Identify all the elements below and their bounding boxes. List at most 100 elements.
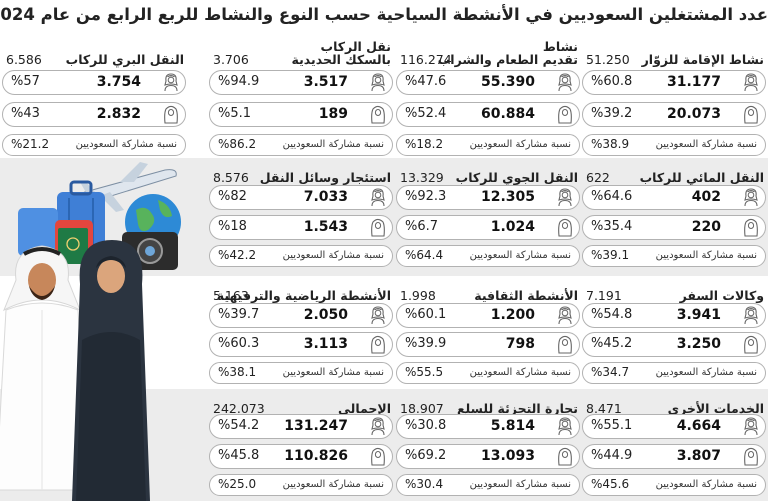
male-count: 4.664 (676, 418, 721, 434)
male-percent: %54.2 (218, 418, 260, 433)
female-row: 189 %5.1 (209, 102, 393, 127)
share-row: نسبة مشاركة السعوديين %18.2 (396, 134, 580, 156)
share-percent: %64.4 (405, 248, 444, 262)
activity-total: 18.907 (400, 401, 444, 416)
activity-total: 242.073 (213, 401, 265, 416)
female-count: 3.807 (676, 448, 721, 464)
male-row: 7.033 %82 (209, 185, 393, 210)
saudi-man-icon (368, 416, 388, 436)
activity-name: النقل الجوي للركاب (455, 170, 578, 185)
male-count: 2.050 (303, 307, 348, 323)
activity-total: 6.586 (6, 52, 42, 67)
male-row: 1.200 %60.1 (396, 303, 580, 328)
activity-header: الخدمات الأخرى 8.471 (582, 389, 766, 417)
share-label: نسبة مشاركة السعوديين (469, 250, 571, 261)
share-row: نسبة مشاركة السعوديين %38.1 (209, 362, 393, 384)
male-percent: %92.3 (405, 189, 447, 204)
activity-header: تجارة التجزئة للسلع 18.907 (396, 389, 580, 417)
female-percent: %39.2 (591, 106, 633, 121)
share-percent: %42.2 (218, 248, 257, 262)
male-row: 5.814 %30.8 (396, 414, 580, 439)
female-percent: %39.9 (405, 336, 447, 351)
male-count: 131.247 (284, 418, 348, 434)
male-percent: %30.8 (405, 418, 447, 433)
male-percent: %54.8 (591, 307, 633, 322)
share-percent: %18.2 (405, 137, 444, 151)
saudi-woman-icon (555, 104, 575, 124)
activity-header: النقل المائي للركاب 622 (582, 158, 766, 186)
share-row: نسبة مشاركة السعوديين %86.2 (209, 134, 393, 156)
saudi-man-icon (161, 72, 181, 92)
share-row: نسبة مشاركة السعوديين %55.5 (396, 362, 580, 384)
share-percent: %45.6 (591, 477, 630, 491)
activity-header: نشاط تقديم الطعام والشراب 116.274 (396, 40, 580, 68)
share-label: نسبة مشاركة السعوديين (282, 250, 384, 261)
female-percent: %35.4 (591, 219, 633, 234)
activity-header: وكالات السفر 7.191 (582, 276, 766, 304)
male-row: 3.754 %57 (2, 70, 186, 95)
share-row: نسبة مشاركة السعوديين %64.4 (396, 245, 580, 267)
share-row: نسبة مشاركة السعوديين %34.7 (582, 362, 766, 384)
female-percent: %43 (11, 106, 40, 121)
share-percent: %21.2 (11, 137, 50, 151)
female-row: 60.884 %52.4 (396, 102, 580, 127)
male-count: 1.200 (490, 307, 535, 323)
saudi-man-illustration (0, 245, 89, 491)
saudi-man-icon (555, 72, 575, 92)
male-count: 5.814 (490, 418, 535, 434)
male-percent: %82 (218, 189, 247, 204)
share-row: نسبة مشاركة السعوديين %45.6 (582, 474, 766, 496)
female-count: 20.073 (666, 106, 721, 122)
share-percent: %38.9 (591, 137, 630, 151)
activity-total: 8.576 (213, 170, 249, 185)
female-row: 2.832 %43 (2, 102, 186, 127)
share-label: نسبة مشاركة السعوديين (469, 479, 571, 490)
share-label: نسبة مشاركة السعوديين (655, 479, 757, 490)
female-row: 3.807 %44.9 (582, 444, 766, 469)
saudi-man-icon (555, 305, 575, 325)
saudi-woman-icon (161, 104, 181, 124)
activity-name: الخدمات الأخرى (667, 401, 764, 416)
male-count: 3.941 (676, 307, 721, 323)
female-percent: %60.3 (218, 336, 260, 351)
activity-name: الأنشطة الرياضية والترفيهية (216, 288, 391, 303)
share-label: نسبة مشاركة السعوديين (75, 139, 177, 150)
saudi-woman-icon (741, 446, 761, 466)
male-count: 402 (691, 189, 721, 205)
male-row: 3.941 %54.8 (582, 303, 766, 328)
female-count: 3.250 (676, 336, 721, 352)
male-count: 3.517 (303, 74, 348, 90)
saudi-man-icon (368, 187, 388, 207)
share-percent: %34.7 (591, 365, 630, 379)
activity-header: الإجمالي 242.073 (209, 389, 393, 417)
activity-name: نشاط الإقامة للزوّار (641, 52, 764, 67)
female-count: 3.113 (303, 336, 348, 352)
male-row: 4.664 %55.1 (582, 414, 766, 439)
activity-total: 8.471 (586, 401, 622, 416)
activity-total: 13.329 (400, 170, 444, 185)
female-percent: %6.7 (405, 219, 439, 234)
page-title: عدد المشتغلين السعوديين في الأنشطة السيا… (0, 5, 768, 24)
share-label: نسبة مشاركة السعوديين (469, 139, 571, 150)
male-count: 3.754 (96, 74, 141, 90)
activity-header: النقل الجوي للركاب 13.329 (396, 158, 580, 186)
saudi-woman-icon (741, 334, 761, 354)
share-percent: %39.1 (591, 248, 630, 262)
female-count: 1.024 (490, 219, 535, 235)
share-row: نسبة مشاركة السعوديين %38.9 (582, 134, 766, 156)
share-label: نسبة مشاركة السعوديين (282, 479, 384, 490)
share-row: نسبة مشاركة السعوديين %42.2 (209, 245, 393, 267)
female-count: 189 (318, 106, 348, 122)
activity-total: 51.250 (586, 52, 630, 67)
male-row: 3.517 %94.9 (209, 70, 393, 95)
male-count: 55.390 (480, 74, 535, 90)
female-row: 1.024 %6.7 (396, 215, 580, 240)
female-row: 110.826 %45.8 (209, 444, 393, 469)
female-percent: %69.2 (405, 448, 447, 463)
male-percent: %55.1 (591, 418, 633, 433)
share-row: نسبة مشاركة السعوديين %39.1 (582, 245, 766, 267)
male-percent: %47.6 (405, 74, 447, 89)
saudi-woman-icon (368, 104, 388, 124)
share-percent: %55.5 (405, 365, 444, 379)
male-row: 402 %64.6 (582, 185, 766, 210)
